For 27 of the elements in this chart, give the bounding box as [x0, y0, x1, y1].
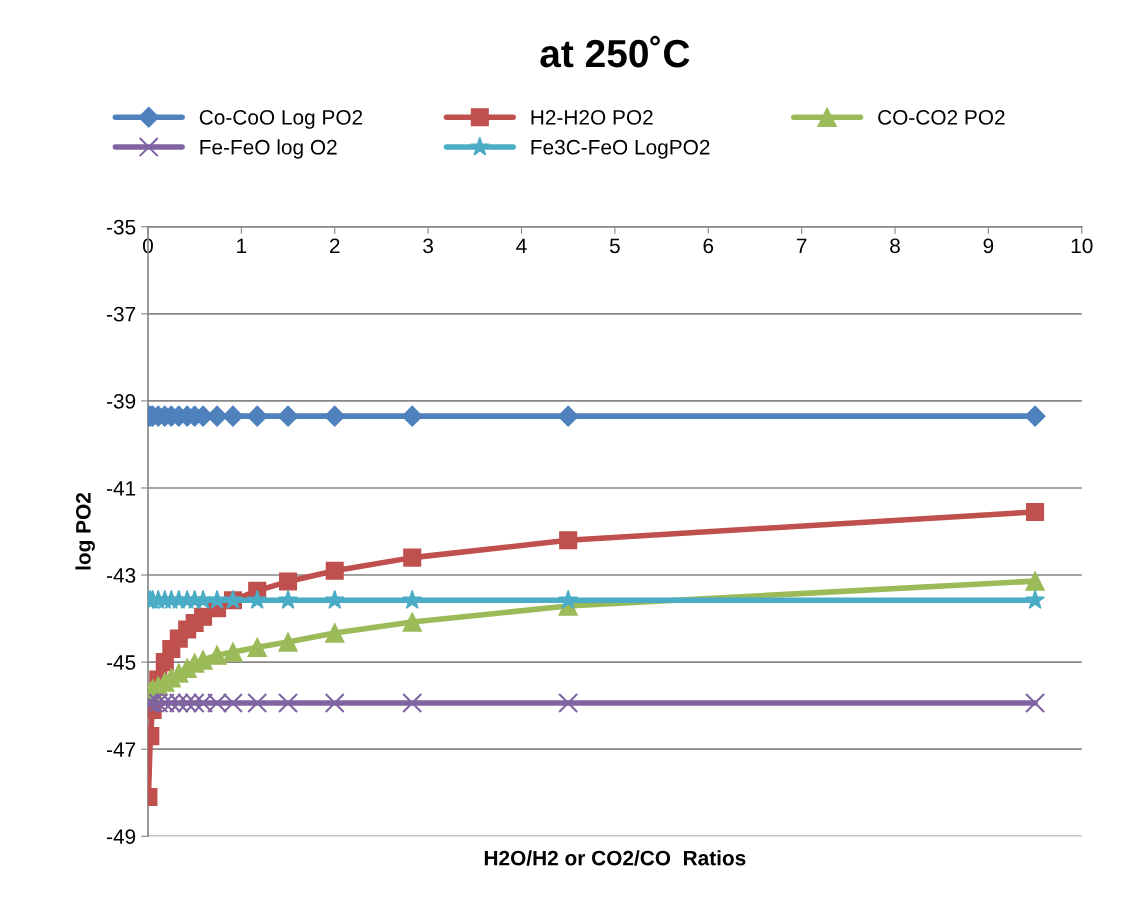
- legend-label: Co-CoO Log PO2: [199, 110, 363, 129]
- x-tick-label: 4: [516, 238, 527, 253]
- x-tick-label: 10: [1071, 238, 1093, 254]
- legend-label: CO-CO2 PO2: [878, 110, 1005, 125]
- x-tick-label: 8: [890, 238, 900, 254]
- y-tick-label: -47: [106, 742, 136, 757]
- y-tick-label: -41: [106, 481, 136, 496]
- legend-label: H2-H2O PO2: [531, 110, 653, 125]
- x-tick-label: 2: [329, 238, 340, 253]
- chart-title: at 250˚C: [540, 35, 690, 68]
- y-tick-label: -39: [106, 393, 136, 409]
- legend-label: Fe3C-FeO LogPO2: [531, 139, 710, 159]
- x-tick-label: 1: [237, 238, 247, 253]
- y-tick-label: -37: [106, 306, 136, 322]
- y-tick-label: -49: [106, 829, 136, 845]
- x-tick-label: 7: [796, 238, 807, 253]
- legend-label: Fe-FeO log O2: [200, 139, 337, 159]
- x-tick-label: 5: [609, 238, 620, 254]
- x-tick-label: 0: [142, 238, 153, 254]
- y-axis-title: log PO2: [75, 492, 95, 570]
- x-tick-label: 9: [983, 238, 994, 254]
- x-tick-label: 3: [423, 238, 433, 254]
- y-tick-label: -35: [106, 219, 136, 235]
- x-axis-title: H2O/H2 or CO2/CO Ratios: [484, 850, 746, 866]
- y-tick-label: -43: [106, 568, 136, 583]
- y-tick-label: -45: [106, 655, 136, 670]
- x-tick-label: 6: [703, 238, 714, 254]
